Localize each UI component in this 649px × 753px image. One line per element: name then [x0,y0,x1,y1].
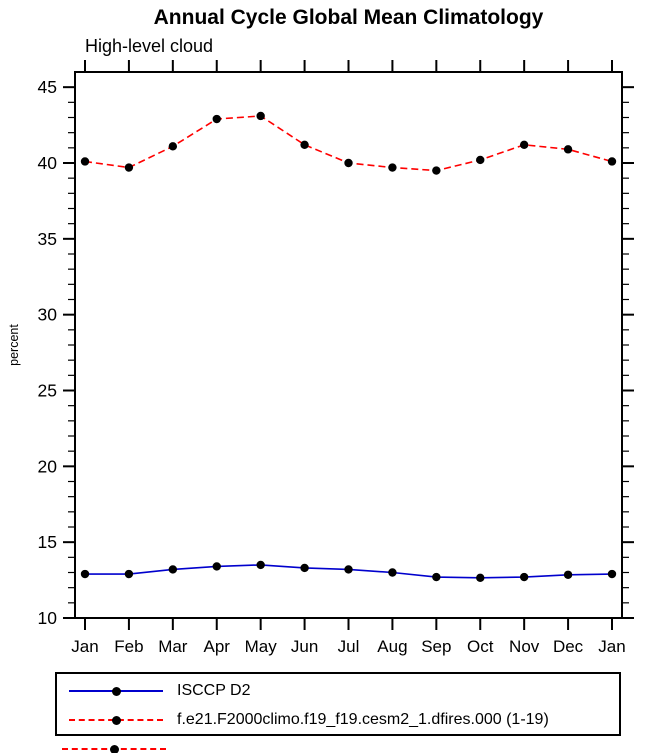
data-point [212,114,221,124]
legend-item: ISCCP D2 [57,676,619,705]
y-tick-label: 45 [38,77,57,97]
y-tick-label: 40 [38,153,58,173]
legend-line-sample-model [69,715,163,725]
chart-subtitle: High-level cloud [85,36,214,56]
data-point [388,163,397,172]
x-tick-label: Nov [509,637,540,656]
x-tick-label: Jan [598,637,625,656]
data-point [256,560,265,570]
legend-marker-dot [111,715,121,725]
legend-item: f.e21.F2000climo.f19_f19.cesm2_1.dfires.… [57,705,619,734]
chart-title: Annual Cycle Global Mean Climatology [153,6,544,29]
plot-svg: 10 15 20 25 30 35 40 45 Jan Feb Mar Apr May Jun Jul Aug… [38,60,634,656]
x-tick-label: Jul [338,637,360,656]
y-tick-label: 20 [38,456,58,476]
plot-frame [74,71,623,619]
data-point [168,142,178,151]
data-point [519,140,529,149]
data-point [519,572,529,582]
x-tick-label: Apr [204,637,231,656]
legend-marker-dot [111,686,121,696]
data-point [168,565,178,574]
data-point [344,158,353,168]
data-point [563,145,573,154]
data-point [124,163,134,172]
data-point [432,572,441,582]
legend-marker-dot [109,745,119,753]
y-tick-label: 10 [38,608,58,628]
x-tick-label: Sep [421,637,451,656]
x-tick-label: Aug [377,637,407,656]
data-point [300,140,309,149]
y-tick-label: 35 [38,229,57,249]
x-tick-label: May [245,637,278,656]
data-point [476,155,485,165]
y-tick-label: 30 [38,305,58,325]
legend-line-sample-isccp [69,686,163,696]
data-point [388,568,397,577]
data-point [476,573,485,583]
data-point [256,111,265,121]
legend-label: f.e21.F2000climo.f19_f19.cesm2_1.dfires.… [177,710,549,728]
x-tick-label: Feb [114,637,143,656]
data-point [607,569,617,579]
y-tick-label: 25 [38,381,57,401]
data-point [344,565,353,574]
x-tick-label: Dec [553,637,584,656]
x-tick-label: Oct [467,637,494,656]
data-point [563,570,573,579]
y-tick-label: 15 [38,532,57,552]
data-point [432,166,441,175]
x-tick-label: Jun [291,637,318,656]
data-point [300,563,309,573]
x-tick-label: Jan [71,637,98,656]
x-tick-label: Mar [158,637,188,656]
data-point [80,569,90,579]
data-point [607,157,617,166]
data-point [124,569,134,579]
legend-overflow-row [62,745,166,753]
data-point [212,562,221,571]
legend: ISCCP D2 f.e21.F2000climo.f19_f19.cesm2_… [55,672,621,736]
legend-label: ISCCP D2 [177,681,251,699]
data-point [80,157,90,166]
